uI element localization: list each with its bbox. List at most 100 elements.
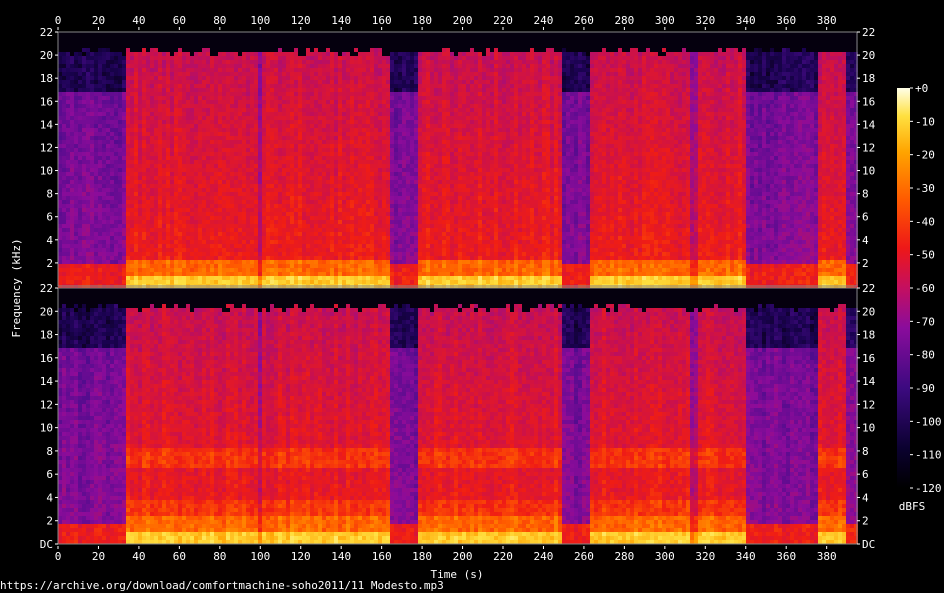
spectrogram-cell xyxy=(58,216,62,220)
spectrogram-cell xyxy=(130,168,134,172)
spectrogram-cell xyxy=(58,144,62,148)
spectrogram-cell xyxy=(62,164,66,168)
spectrogram-cell xyxy=(110,184,114,188)
spectrogram-cell xyxy=(98,120,102,124)
spectrogram-cell xyxy=(94,236,98,240)
spectrogram-cell xyxy=(102,200,106,204)
spectrogram-cell xyxy=(110,276,114,280)
spectrogram-cell xyxy=(74,48,78,52)
spectrogram-cell xyxy=(130,136,134,140)
spectrogram-cell xyxy=(82,44,86,48)
spectrogram-cell xyxy=(122,244,126,248)
spectrogram-cell xyxy=(98,136,102,140)
spectrogram-cell xyxy=(126,64,130,68)
spectrogram-cell xyxy=(134,64,138,68)
spectrogram-cell xyxy=(122,236,126,240)
spectrogram-cell xyxy=(58,168,62,172)
spectrogram-cell xyxy=(114,192,118,196)
spectrogram-cell xyxy=(70,68,74,72)
spectrogram-cell xyxy=(102,236,106,240)
spectrogram-cell xyxy=(106,152,110,156)
spectrogram-cell xyxy=(62,192,66,196)
spectrogram-cell xyxy=(146,116,150,120)
spectrogram-cell xyxy=(94,280,98,284)
spectrogram-cell xyxy=(66,56,70,60)
spectrogram-cell xyxy=(82,156,86,160)
spectrogram-cell xyxy=(70,164,74,168)
spectrogram-cell xyxy=(142,200,146,204)
spectrogram-cell xyxy=(146,196,150,200)
spectrogram-cell xyxy=(102,180,106,184)
spectrogram-cell xyxy=(142,164,146,168)
spectrogram-cell xyxy=(94,260,98,264)
spectrogram-cell xyxy=(146,92,150,96)
spectrogram-cell xyxy=(102,172,106,176)
spectrogram-cell xyxy=(70,196,74,200)
spectrogram-cell xyxy=(122,76,126,80)
spectrogram-cell xyxy=(110,132,114,136)
spectrogram-cell xyxy=(94,32,98,36)
spectrogram-cell xyxy=(70,48,74,52)
spectrogram-cell xyxy=(146,184,150,188)
spectrogram-cell xyxy=(138,188,142,192)
spectrogram-cell xyxy=(134,156,138,160)
spectrogram-cell xyxy=(122,64,126,68)
spectrogram-cell xyxy=(82,140,86,144)
spectrogram-cell xyxy=(110,164,114,168)
spectrogram-cell xyxy=(74,64,78,68)
spectrogram-cell xyxy=(74,52,78,56)
spectrogram-cell xyxy=(106,60,110,64)
spectrogram-cell xyxy=(90,252,94,256)
spectrogram-cell xyxy=(102,40,106,44)
spectrogram-cell xyxy=(102,176,106,180)
spectrogram-cell xyxy=(142,40,146,44)
spectrogram-cell xyxy=(118,188,122,192)
spectrogram-cell xyxy=(94,88,98,92)
spectrogram-cell xyxy=(102,168,106,172)
spectrogram-cell xyxy=(66,244,70,248)
spectrogram-cell xyxy=(114,204,118,208)
spectrogram-cell xyxy=(122,192,126,196)
spectrogram-cell xyxy=(142,96,146,100)
spectrogram-cell xyxy=(102,96,106,100)
spectrogram-cell xyxy=(110,108,114,112)
spectrogram-cell xyxy=(74,132,78,136)
spectrogram-cell xyxy=(134,268,138,272)
spectrogram-cell xyxy=(134,256,138,260)
spectrogram-cell xyxy=(146,132,150,136)
spectrogram-cell xyxy=(106,212,110,216)
spectrogram-cell xyxy=(78,68,82,72)
spectrogram-cell xyxy=(118,80,122,84)
spectrogram-cell xyxy=(62,104,66,108)
spectrogram-cell xyxy=(118,224,122,228)
spectrogram-cell xyxy=(138,260,142,264)
spectrogram-cell xyxy=(130,180,134,184)
spectrogram-cell xyxy=(110,248,114,252)
spectrogram-cell xyxy=(150,136,154,140)
spectrogram-cell xyxy=(82,76,86,80)
spectrogram-cell xyxy=(134,56,138,60)
spectrogram-cell xyxy=(130,132,134,136)
spectrogram-cell xyxy=(142,196,146,200)
spectrogram-cell xyxy=(58,40,62,44)
spectrogram-cell xyxy=(150,64,154,68)
spectrogram-cell xyxy=(126,148,130,152)
spectrogram-cell xyxy=(138,44,142,48)
spectrogram-cell xyxy=(134,120,138,124)
spectrogram-cell xyxy=(130,72,134,76)
spectrogram-cell xyxy=(134,60,138,64)
spectrogram-cell xyxy=(118,140,122,144)
spectrogram-cell xyxy=(82,48,86,52)
spectrogram-cell xyxy=(58,172,62,176)
spectrogram-cell xyxy=(142,240,146,244)
spectrogram-cell xyxy=(110,168,114,172)
spectrogram-cell xyxy=(78,176,82,180)
spectrogram-cell xyxy=(134,280,138,284)
spectrogram-cell xyxy=(122,204,126,208)
spectrogram-cell xyxy=(62,144,66,148)
spectrogram-cell xyxy=(138,252,142,256)
spectrogram-cell xyxy=(134,144,138,148)
spectrogram-cell xyxy=(122,188,126,192)
spectrogram-cell xyxy=(86,128,90,132)
spectrogram-cell xyxy=(94,180,98,184)
